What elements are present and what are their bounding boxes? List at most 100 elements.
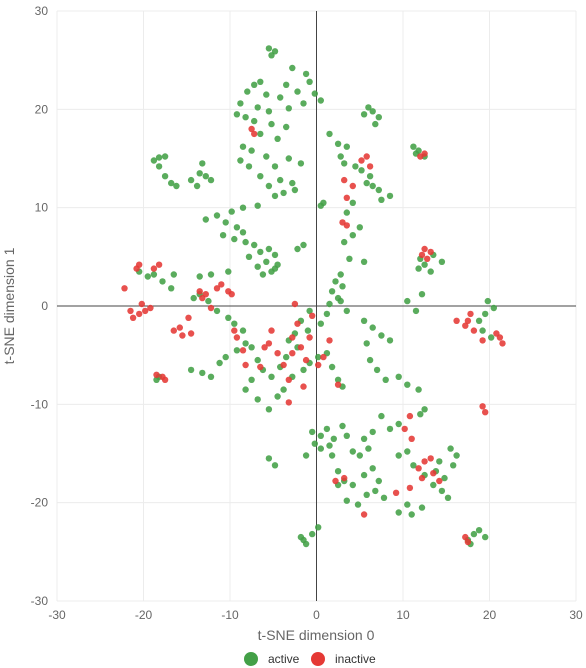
data-point-active [360, 111, 368, 118]
data-point-active [341, 238, 348, 246]
data-point-active [349, 199, 356, 206]
data-point-inactive [392, 489, 400, 496]
data-point-active [430, 481, 437, 489]
data-point-active [222, 219, 229, 226]
data-point-active [410, 462, 417, 469]
data-point-active [404, 501, 411, 508]
data-point-active [315, 353, 322, 361]
data-point-active [369, 324, 376, 331]
data-point-active [339, 422, 346, 430]
data-point-inactive [464, 538, 472, 546]
data-point-active [360, 317, 368, 324]
x-tick-label: 20 [483, 608, 497, 622]
data-point-active [415, 265, 422, 272]
legend-item-inactive[interactable]: inactive [311, 652, 376, 666]
legend-item-active[interactable]: active [244, 652, 300, 666]
data-point-active [242, 114, 249, 121]
data-point-active [417, 411, 424, 418]
data-point-active [479, 327, 486, 334]
series-inactive [121, 125, 506, 546]
data-point-inactive [320, 353, 327, 361]
data-point-active [337, 153, 344, 160]
data-point-inactive [297, 344, 305, 351]
data-point-inactive [418, 474, 426, 482]
data-point-active [349, 232, 356, 239]
data-point-active [248, 147, 255, 154]
data-point-active [285, 105, 292, 112]
data-point-inactive [415, 465, 422, 472]
data-point-active [263, 153, 270, 160]
data-point-inactive [265, 340, 273, 347]
data-point-active [205, 297, 212, 305]
y-tick-label: 0 [41, 299, 48, 313]
data-point-inactive [153, 371, 160, 378]
data-point-active [202, 216, 209, 223]
data-point-active [199, 369, 206, 377]
y-tick-label: 20 [35, 102, 49, 116]
data-point-active [369, 182, 376, 190]
data-point-inactive [341, 176, 348, 184]
data-point-active [268, 373, 275, 380]
data-point-inactive [418, 251, 426, 259]
data-point-active [311, 90, 318, 97]
data-point-inactive [436, 477, 443, 485]
data-point-active [360, 471, 368, 479]
data-point-active [237, 100, 244, 107]
data-point-active [366, 356, 374, 364]
data-point-active [257, 130, 264, 138]
data-point-active [375, 186, 382, 194]
data-point-active [341, 160, 348, 167]
data-point-inactive [479, 403, 486, 410]
data-point-active [378, 196, 385, 203]
data-point-active [187, 176, 195, 184]
x-tick-label: 30 [569, 608, 583, 622]
data-point-active [242, 238, 249, 246]
data-point-inactive [343, 222, 350, 229]
data-point-active [375, 477, 382, 485]
data-point-active [265, 182, 273, 190]
data-point-active [268, 52, 275, 59]
data-point-active [404, 448, 411, 455]
data-point-inactive [408, 435, 415, 442]
data-point-active [378, 332, 385, 339]
data-point-active [207, 373, 215, 380]
data-point-active [280, 189, 287, 197]
data-point-active [349, 448, 356, 455]
data-point-active [168, 179, 175, 187]
data-point-active [271, 251, 279, 259]
data-point-active [289, 179, 296, 187]
axes [57, 11, 576, 601]
data-point-active [274, 135, 281, 142]
data-point-active [408, 511, 415, 518]
data-points [121, 45, 506, 548]
data-point-inactive [138, 300, 145, 308]
data-point-active [447, 445, 454, 452]
data-point-inactive [334, 381, 342, 388]
data-point-active [254, 263, 261, 270]
data-point-active [366, 173, 374, 180]
data-point-active [228, 208, 235, 215]
data-point-active [168, 285, 175, 292]
data-point-inactive [291, 300, 299, 308]
data-point-active [453, 452, 460, 459]
data-point-active [254, 104, 261, 111]
data-point-active [488, 334, 495, 341]
data-point-active [372, 487, 379, 495]
data-point-inactive [464, 317, 472, 324]
data-point-active [482, 310, 489, 318]
data-point-active [378, 412, 385, 420]
data-point-inactive [218, 281, 225, 288]
data-point-active [418, 291, 426, 298]
data-point-active [369, 465, 376, 472]
data-point-inactive [306, 334, 313, 341]
data-point-active [190, 294, 197, 302]
data-point-active [317, 97, 324, 104]
data-point-active [343, 143, 350, 150]
data-point-active [242, 386, 249, 393]
data-point-inactive [363, 153, 370, 160]
data-point-active [265, 245, 273, 253]
data-point-active [251, 81, 258, 89]
data-point-active [323, 425, 331, 433]
data-point-active [315, 524, 322, 531]
data-point-active [233, 347, 241, 354]
